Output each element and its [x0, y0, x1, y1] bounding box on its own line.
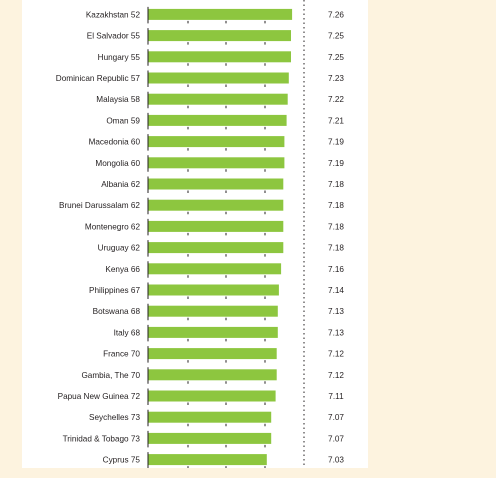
value-label: 7.21	[328, 116, 344, 125]
category-label: Montenegro 62	[85, 222, 141, 231]
bar-13	[148, 284, 279, 296]
bar-5	[148, 114, 287, 126]
category-label: Trinidad & Tobago 73	[63, 434, 141, 443]
bar-4	[148, 93, 288, 105]
category-label: Papua New Guinea 72	[58, 392, 141, 401]
value-label: 7.18	[328, 201, 344, 210]
value-label: 7.07	[328, 434, 344, 443]
bar-2	[148, 51, 291, 63]
bar-8	[148, 178, 284, 190]
value-label: 7.13	[328, 307, 344, 316]
bar-15	[148, 326, 278, 338]
category-label: Gambia, The 70	[81, 371, 140, 380]
bar-1	[148, 30, 291, 42]
bar-3	[148, 72, 289, 84]
category-label: Kazakhstan 52	[86, 10, 141, 19]
category-label: Dominican Republic 57	[56, 74, 141, 83]
value-label: 7.25	[328, 32, 344, 41]
value-label: 7.12	[328, 371, 344, 380]
value-labels: 7.26 7.25 7.25 7.23 7.22 7.21 7.19 7.19 7.18 7.18…	[328, 10, 344, 464]
bar-9	[148, 199, 284, 211]
bar-7	[148, 157, 285, 169]
category-label: Albania 62	[101, 180, 140, 189]
bar-19	[148, 411, 272, 423]
chart-panel: Kazakhstan 52 El Salvador 55 Hungary 55 Dom…	[22, 0, 368, 468]
category-label: El Salvador 55	[87, 32, 141, 41]
category-label: Mongolia 60	[95, 159, 140, 168]
category-label: Brunei Darussalam 62	[59, 201, 140, 210]
value-label: 7.12	[328, 350, 344, 359]
bar-18	[148, 390, 276, 402]
bar-10	[148, 220, 284, 232]
category-label: Oman 59	[106, 116, 140, 125]
bar-11	[148, 242, 284, 254]
bar-0	[148, 8, 293, 20]
category-label: Cyprus 75	[103, 456, 141, 465]
value-label: 7.19	[328, 138, 344, 147]
value-label: 7.13	[328, 328, 344, 337]
bar-chart: Kazakhstan 52 El Salvador 55 Hungary 55 Dom…	[56, 0, 344, 468]
value-label: 7.03	[328, 456, 344, 465]
value-label: 7.19	[328, 159, 344, 168]
bar-16	[148, 348, 277, 360]
category-label: Seychelles 73	[89, 413, 140, 422]
value-label: 7.11	[328, 392, 344, 401]
bar-12	[148, 263, 282, 275]
tick-marks	[147, 6, 266, 468]
value-label: 7.16	[328, 265, 344, 274]
value-label: 7.23	[328, 74, 344, 83]
bar-17	[148, 369, 277, 381]
category-label: Philippines 67	[89, 286, 140, 295]
category-label: Italy 68	[114, 328, 141, 337]
value-label: 7.07	[328, 413, 344, 422]
value-label: 7.25	[328, 53, 344, 62]
bar-21	[148, 454, 267, 466]
value-label: 7.18	[328, 180, 344, 189]
bars-layer	[148, 8, 293, 466]
value-label: 7.14	[328, 286, 344, 295]
category-label: Botswana 68	[93, 307, 141, 316]
category-label: France 70	[103, 350, 140, 359]
category-label: Uruguay 62	[98, 244, 141, 253]
category-label: Kenya 66	[105, 265, 140, 274]
bar-14	[148, 305, 278, 317]
category-label: Malaysia 58	[96, 95, 140, 104]
category-label: Hungary 55	[98, 53, 141, 62]
value-label: 7.26	[328, 10, 344, 19]
value-label: 7.18	[328, 222, 344, 231]
bar-20	[148, 432, 272, 444]
value-label: 7.22	[328, 95, 344, 104]
bar-6	[148, 136, 285, 148]
value-label: 7.18	[328, 244, 344, 253]
category-label: Macedonia 60	[89, 138, 141, 147]
category-labels: Kazakhstan 52 El Salvador 55 Hungary 55 Dom…	[56, 10, 141, 464]
